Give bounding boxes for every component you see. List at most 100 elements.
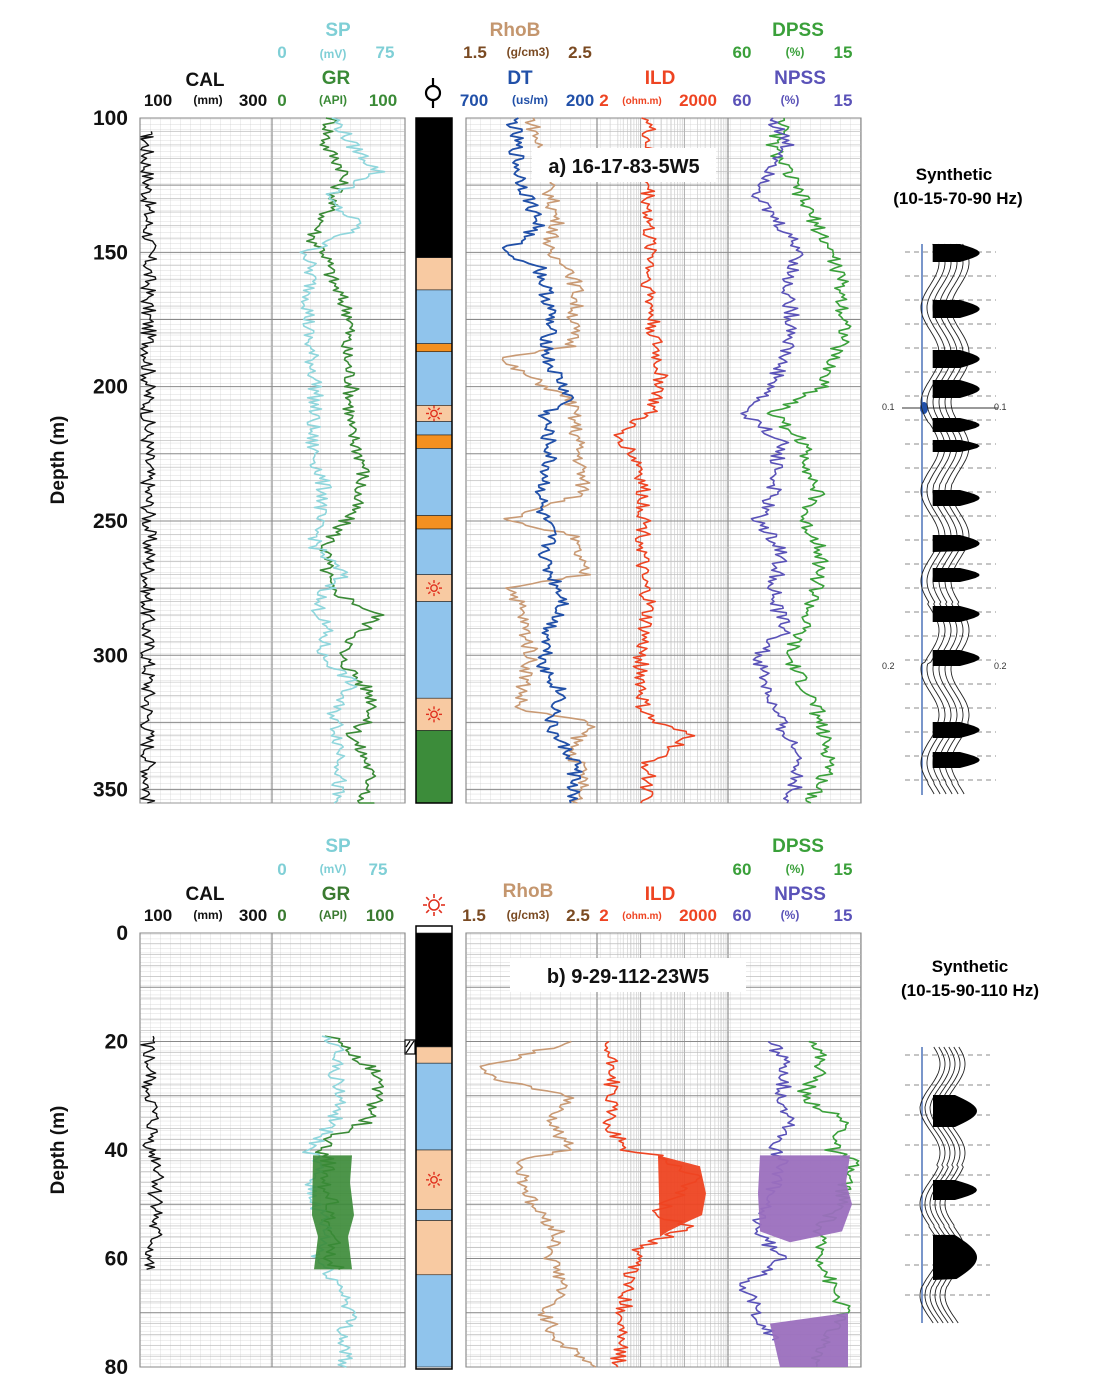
dt-max-a: 200 xyxy=(566,91,594,110)
synthetic-wiggle-trace xyxy=(938,243,958,795)
core-interval-marker xyxy=(404,1039,416,1055)
lithology-bed-peach xyxy=(415,697,453,731)
gr-name-a: GR xyxy=(322,68,351,89)
gr-shaded-fill xyxy=(312,1155,354,1270)
ild-name-b: ILD xyxy=(645,884,676,905)
cal-name-a: CAL xyxy=(185,70,224,91)
well-label-b: b) 9-29-112-23W5 xyxy=(547,966,709,988)
sun-icon-ray xyxy=(427,717,431,721)
synthetic-positive-lobe xyxy=(932,300,980,318)
depth-ticks-a: 100 150 200 250 300 350 xyxy=(93,107,128,802)
depth-tick-label: 0 xyxy=(116,922,128,945)
porosity-crossover-fill xyxy=(758,1155,852,1243)
lithology-bed-blue xyxy=(415,601,453,699)
lithology-bed-peach xyxy=(415,1220,453,1276)
ild-max-a: 2000 xyxy=(679,91,717,110)
curve-dpss xyxy=(765,117,852,804)
cal-unit-a: (mm) xyxy=(193,93,222,107)
lithology-frame-a xyxy=(415,117,453,804)
gr-min-a: 0 xyxy=(277,91,286,110)
sun-icon-ray xyxy=(437,1182,441,1186)
synthetic-positive-lobe xyxy=(932,490,980,506)
lithology-bed-black xyxy=(415,117,453,258)
depth-axis-label-b: Depth (m) xyxy=(48,1106,69,1195)
cal-min-a: 100 xyxy=(144,91,172,110)
synthetic-band-a: (10-15-70-90 Hz) xyxy=(893,189,1022,208)
rhob-unit-a: (g/cm3) xyxy=(507,45,550,59)
sun-icon-ray xyxy=(427,1182,431,1186)
synth-time-0.2-right: 0.2 xyxy=(994,661,1007,671)
npss-max-b: 15 xyxy=(834,906,853,925)
well-label-box-b xyxy=(510,958,746,992)
lithology-bed-blue xyxy=(415,351,453,406)
sun-icon xyxy=(426,405,442,422)
curve-gr xyxy=(305,117,385,804)
ild-unit-b: (ohm.m) xyxy=(622,911,661,922)
npss-min-a: 60 xyxy=(733,91,752,110)
depth-tick-label: 20 xyxy=(105,1031,128,1054)
synth-time-0.2-left: 0.2 xyxy=(882,661,895,671)
rhob-name-a: RhoB xyxy=(490,20,541,41)
synthetic-positive-lobe xyxy=(932,440,980,452)
synthetic-traces-b xyxy=(905,1046,990,1324)
dpss-max-a: 15 xyxy=(834,43,853,62)
synthetic-positive-lobe xyxy=(933,1235,977,1280)
dpss-unit-a: (%) xyxy=(786,45,805,59)
dpss-min-b: 60 xyxy=(733,860,752,879)
lithology-bed-blue xyxy=(415,528,453,575)
sun-icon-core xyxy=(430,1175,438,1184)
rhob-min-a: 1.5 xyxy=(463,43,487,62)
depth-tick-label: 150 xyxy=(93,241,128,264)
sp-name-a: SP xyxy=(325,20,351,41)
lithology-bed-orange xyxy=(415,343,453,353)
sun-icon-core xyxy=(430,584,438,592)
cal-max-b: 300 xyxy=(239,906,267,925)
synthetic-positive-lobe xyxy=(932,606,980,622)
sp-min-a: 0 xyxy=(277,43,286,62)
curve-rhob xyxy=(479,1040,597,1368)
lithology-bed-blue xyxy=(415,1062,453,1151)
well-label-box-a xyxy=(532,148,716,182)
log-curves-a xyxy=(140,117,852,804)
lithology-bed-blue xyxy=(415,1209,453,1221)
sun-icon xyxy=(426,1171,442,1188)
sun-icon-ray xyxy=(437,717,441,721)
lithology-column-a xyxy=(415,117,453,804)
curve-rhob xyxy=(501,117,596,804)
sun-icon-ray xyxy=(425,896,430,901)
sun-icon xyxy=(426,580,442,597)
ild-min-a: 2 xyxy=(599,91,608,110)
depth-tick-label: 100 xyxy=(93,107,128,130)
depth-tick-label: 60 xyxy=(105,1248,128,1271)
dt-min-a: 700 xyxy=(460,91,488,110)
rhob-max-a: 2.5 xyxy=(568,43,592,62)
sun-icon-ray xyxy=(425,909,430,914)
gr-max-a: 100 xyxy=(369,91,397,110)
curve-ild xyxy=(613,117,696,804)
curve-dt xyxy=(501,117,583,804)
depth-tick-label: 40 xyxy=(105,1139,128,1162)
npss-unit-a: (%) xyxy=(781,93,800,107)
sun-icon-ray xyxy=(437,416,441,420)
synth-time-0.1-right: 0.1 xyxy=(994,402,1007,412)
synthetic-wiggle-trace xyxy=(932,243,952,795)
sun-icon-ray xyxy=(427,416,431,420)
sun-icon-core xyxy=(428,899,440,911)
panel-a-tracks: 100 150 200 250 300 350 Depth (m) a) 16-17-83… xyxy=(48,107,862,804)
synthetic-positive-lobe xyxy=(932,380,980,398)
npss-name-b: NPSS xyxy=(774,884,826,905)
synthetic-positive-lobe xyxy=(933,1095,977,1127)
sp-name-b: SP xyxy=(325,836,351,857)
synthetic-positive-lobe xyxy=(932,722,980,738)
dpss-name-a: DPSS xyxy=(772,20,824,41)
curve-npss xyxy=(740,117,804,804)
cal-min-b: 100 xyxy=(144,906,172,925)
dt-unit-a: (us/m) xyxy=(512,93,548,107)
gr-unit-a: (API) xyxy=(319,93,347,107)
synthetic-title-a: Synthetic xyxy=(916,165,993,184)
sun-icon-ray xyxy=(427,581,431,586)
depth-tick-label: 350 xyxy=(93,779,128,802)
npss-max-a: 15 xyxy=(834,91,853,110)
synthetic-traces-a xyxy=(902,243,998,795)
